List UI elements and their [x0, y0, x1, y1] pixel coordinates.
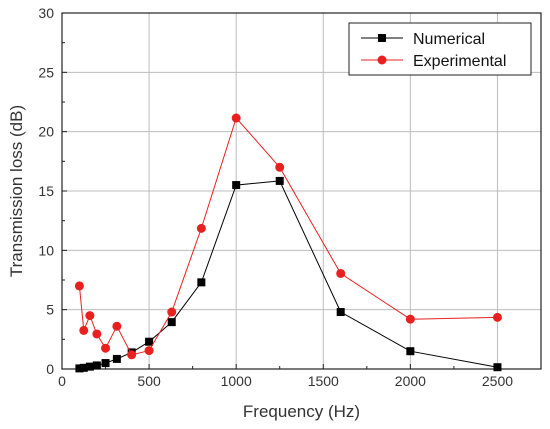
y-tick-label: 10	[38, 242, 54, 258]
numerical-point	[75, 364, 84, 373]
numerical-point	[112, 354, 121, 363]
x-tick-label: 1500	[308, 373, 339, 389]
x-tick-label: 0	[58, 373, 66, 389]
numerical-point	[406, 347, 415, 356]
x-tick-label: 500	[137, 373, 161, 389]
experimental-point	[492, 312, 502, 322]
x-tick-label: 2500	[482, 373, 513, 389]
x-tick-label: 2000	[395, 373, 426, 389]
experimental-point	[275, 162, 285, 172]
numerical-point	[232, 181, 241, 190]
x-tick-label: 1000	[221, 373, 252, 389]
legend-numerical-label: Numerical	[413, 31, 485, 48]
experimental-point	[101, 343, 111, 353]
experimental-point	[405, 314, 415, 324]
experimental-point	[79, 325, 89, 335]
numerical-point	[197, 278, 206, 287]
legend-experimental-marker	[377, 55, 387, 65]
numerical-point	[493, 363, 502, 372]
experimental-point	[74, 281, 84, 291]
legend: Numerical Experimental	[348, 22, 532, 76]
numerical-point	[336, 308, 345, 317]
experimental-point	[144, 346, 154, 356]
y-tick-label: 25	[38, 64, 54, 80]
y-tick-label: 20	[38, 124, 54, 140]
experimental-point	[85, 311, 95, 321]
y-tick-label: 30	[38, 5, 54, 21]
numerical-point	[92, 361, 101, 370]
experimental-point	[167, 307, 177, 317]
series-numerical	[75, 176, 502, 373]
legend-box	[348, 22, 532, 76]
numerical-point	[101, 359, 110, 368]
experimental-point	[336, 268, 346, 278]
y-axis-label: Transmission loss (dB)	[7, 105, 26, 277]
numerical-point	[145, 337, 154, 346]
x-axis-label: Frequency (Hz)	[243, 402, 360, 421]
axis-ticks: 0 500 1000 1500 2000 2500 0 5 10 15 20 25 30	[38, 5, 513, 389]
y-tick-label: 15	[38, 183, 54, 199]
experimental-point	[112, 321, 122, 331]
y-tick-label: 0	[46, 361, 54, 377]
numerical-point	[275, 176, 284, 185]
numerical-point	[85, 362, 94, 371]
series-layer	[74, 113, 502, 373]
experimental-point	[92, 329, 102, 339]
experimental-point	[127, 350, 137, 360]
legend-experimental-label: Experimental	[413, 53, 506, 70]
numerical-point	[79, 363, 88, 372]
series-experimental	[74, 113, 502, 360]
legend-numerical-marker	[378, 34, 386, 42]
experimental-point	[231, 113, 241, 123]
experimental-point	[196, 223, 206, 233]
numerical-point	[167, 318, 176, 327]
y-tick-label: 5	[46, 302, 54, 318]
